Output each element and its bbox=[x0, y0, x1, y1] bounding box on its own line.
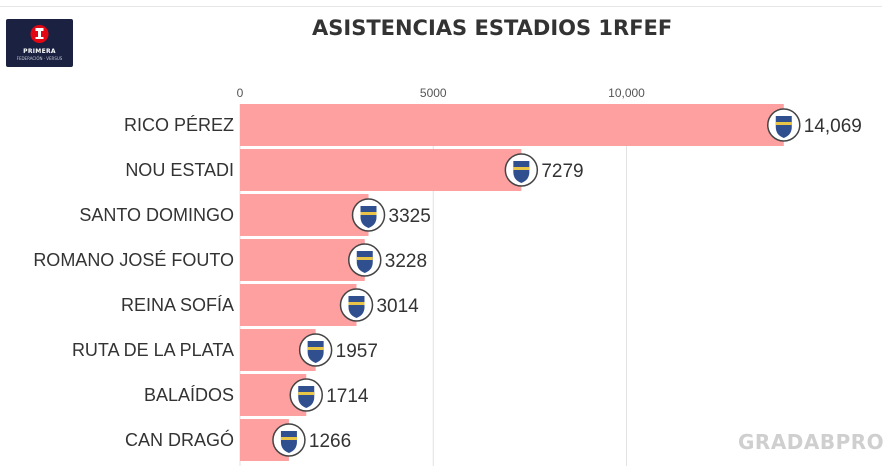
zamora-crest-icon bbox=[298, 333, 333, 367]
logo-wordmark: PRIMERA bbox=[23, 48, 56, 55]
chart-title: ASISTENCIAS ESTADIOS 1RFEF bbox=[312, 16, 673, 40]
category-label: RICO PÉREZ bbox=[124, 115, 234, 135]
merida-crest-icon bbox=[348, 243, 382, 277]
crest-shield bbox=[356, 251, 373, 273]
category-label: CAN DRAGÓ bbox=[125, 429, 234, 450]
category-label: RUTA DE LA PLATA bbox=[72, 340, 234, 360]
value-label: 3325 bbox=[389, 206, 431, 227]
crest-band bbox=[513, 167, 530, 170]
bar bbox=[240, 284, 357, 326]
crest-shield bbox=[280, 431, 297, 453]
crest-band bbox=[356, 257, 373, 260]
crest-shield bbox=[360, 206, 377, 228]
league-emblem-icon bbox=[30, 25, 49, 43]
alcorcon-crest-icon bbox=[351, 198, 386, 232]
value-label: 1266 bbox=[309, 431, 351, 452]
crest-band bbox=[360, 212, 377, 215]
crest-shield bbox=[348, 296, 365, 318]
value-label: 1714 bbox=[326, 386, 369, 407]
category-label: SANTO DOMINGO bbox=[79, 205, 234, 225]
crest-band bbox=[280, 437, 297, 440]
crest-shield bbox=[307, 341, 324, 363]
logo-subtitle: FEDERACIÓN · VERSUS bbox=[16, 56, 63, 61]
hercules-crest-icon bbox=[767, 108, 801, 142]
bar bbox=[240, 239, 365, 281]
value-label: 3228 bbox=[385, 251, 427, 272]
league-logo: PRIMERA FEDERACIÓN · VERSUS bbox=[6, 19, 73, 67]
crest-band bbox=[775, 122, 792, 125]
value-label: 14,069 bbox=[804, 116, 862, 137]
celta-b-crest-icon bbox=[289, 378, 323, 412]
top-divider bbox=[0, 6, 882, 7]
crest-band bbox=[307, 347, 324, 350]
crest-shield bbox=[775, 116, 792, 138]
intercity-crest-icon bbox=[339, 288, 374, 322]
crest-shield bbox=[298, 386, 315, 408]
sabadell-crest-icon bbox=[272, 423, 306, 457]
value-label: 7279 bbox=[541, 161, 583, 182]
bar bbox=[240, 194, 369, 236]
x-tick-label: 5000 bbox=[420, 86, 447, 100]
x-tick-label: 10,000 bbox=[608, 86, 645, 100]
crest-shield bbox=[513, 161, 530, 183]
category-label: ROMANO JOSÉ FOUTO bbox=[33, 250, 234, 270]
crest-band bbox=[348, 302, 365, 305]
bar bbox=[240, 149, 522, 191]
crest-band bbox=[298, 392, 315, 395]
x-tick-label: 0 bbox=[237, 86, 244, 100]
category-label: BALAÍDOS bbox=[144, 385, 234, 405]
value-label: 3014 bbox=[376, 296, 419, 317]
watermark: GRADABPRO bbox=[738, 430, 885, 454]
value-label: 1957 bbox=[336, 341, 378, 362]
category-label: NOU ESTADI bbox=[125, 160, 234, 180]
nastic-crest-icon bbox=[504, 153, 539, 187]
bar bbox=[240, 104, 784, 146]
category-label: REINA SOFÍA bbox=[121, 295, 234, 315]
